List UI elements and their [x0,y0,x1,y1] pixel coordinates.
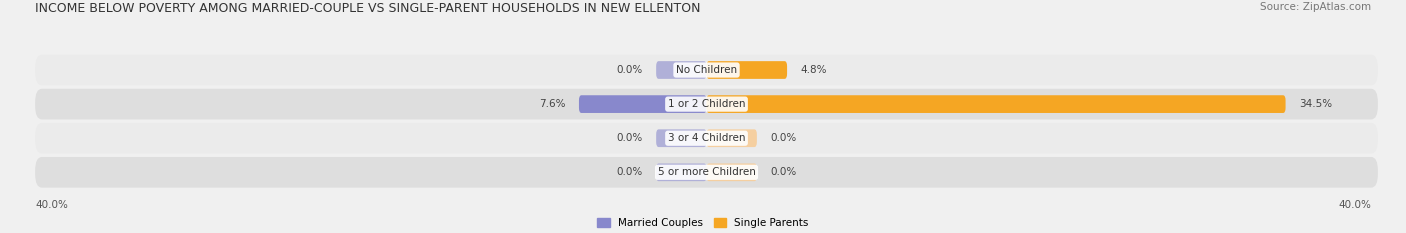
FancyBboxPatch shape [657,129,706,147]
Text: INCOME BELOW POVERTY AMONG MARRIED-COUPLE VS SINGLE-PARENT HOUSEHOLDS IN NEW ELL: INCOME BELOW POVERTY AMONG MARRIED-COUPL… [35,2,700,15]
Text: 0.0%: 0.0% [616,133,643,143]
FancyBboxPatch shape [35,89,1378,120]
Text: 1 or 2 Children: 1 or 2 Children [668,99,745,109]
FancyBboxPatch shape [35,55,1378,85]
FancyBboxPatch shape [657,163,706,181]
Legend: Married Couples, Single Parents: Married Couples, Single Parents [598,218,808,228]
FancyBboxPatch shape [706,95,1285,113]
Text: 5 or more Children: 5 or more Children [658,167,755,177]
Text: No Children: No Children [676,65,737,75]
Text: 0.0%: 0.0% [770,167,797,177]
FancyBboxPatch shape [657,61,706,79]
FancyBboxPatch shape [706,129,756,147]
Text: 40.0%: 40.0% [35,200,67,210]
FancyBboxPatch shape [35,123,1378,154]
Text: 3 or 4 Children: 3 or 4 Children [668,133,745,143]
FancyBboxPatch shape [706,61,787,79]
FancyBboxPatch shape [35,157,1378,188]
FancyBboxPatch shape [579,95,706,113]
Text: 4.8%: 4.8% [800,65,827,75]
Text: 0.0%: 0.0% [616,65,643,75]
Text: 7.6%: 7.6% [538,99,565,109]
Text: 40.0%: 40.0% [1339,200,1371,210]
Text: 34.5%: 34.5% [1299,99,1331,109]
Text: 0.0%: 0.0% [616,167,643,177]
FancyBboxPatch shape [706,163,756,181]
Text: 0.0%: 0.0% [770,133,797,143]
Text: Source: ZipAtlas.com: Source: ZipAtlas.com [1260,2,1371,12]
